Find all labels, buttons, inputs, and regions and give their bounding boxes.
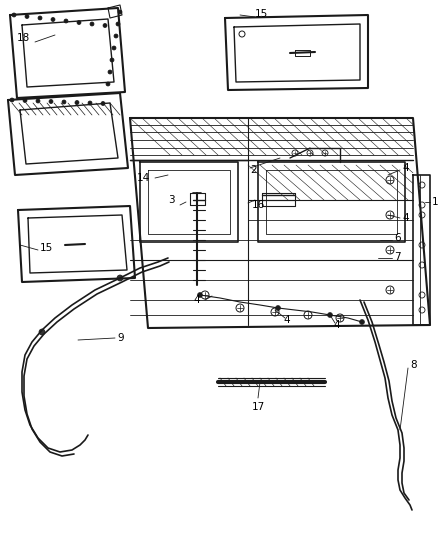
Circle shape	[110, 58, 114, 62]
Text: 1: 1	[432, 197, 438, 207]
Text: 7: 7	[394, 252, 401, 262]
Circle shape	[108, 70, 112, 74]
Text: 18: 18	[17, 33, 30, 43]
Circle shape	[106, 82, 110, 86]
Text: 15: 15	[255, 9, 268, 19]
Text: 15: 15	[40, 243, 53, 253]
Circle shape	[51, 18, 55, 21]
Circle shape	[117, 275, 123, 281]
Text: 4: 4	[402, 163, 409, 173]
Circle shape	[75, 101, 79, 104]
Circle shape	[114, 34, 118, 38]
Text: 14: 14	[137, 173, 150, 183]
Circle shape	[101, 101, 105, 106]
Circle shape	[49, 100, 53, 103]
Circle shape	[276, 305, 280, 311]
Circle shape	[118, 10, 122, 14]
Circle shape	[328, 312, 332, 318]
Circle shape	[39, 329, 45, 335]
Text: 2: 2	[250, 165, 257, 175]
Circle shape	[62, 100, 66, 104]
Text: 4: 4	[193, 295, 200, 305]
Circle shape	[103, 23, 107, 28]
Text: 4: 4	[402, 213, 409, 223]
Text: 6: 6	[394, 233, 401, 243]
Circle shape	[38, 16, 42, 20]
Circle shape	[10, 98, 14, 102]
Text: 4: 4	[283, 315, 290, 325]
Text: 9: 9	[117, 333, 124, 343]
Circle shape	[23, 99, 27, 102]
Circle shape	[90, 22, 94, 26]
Circle shape	[64, 19, 68, 23]
Circle shape	[198, 293, 202, 297]
Circle shape	[12, 13, 16, 17]
Text: 16: 16	[252, 200, 265, 210]
Circle shape	[112, 46, 116, 50]
Text: 4: 4	[333, 320, 339, 330]
Text: 17: 17	[251, 402, 265, 412]
Circle shape	[360, 319, 364, 325]
Text: 8: 8	[410, 360, 417, 370]
Text: 3: 3	[168, 195, 175, 205]
Circle shape	[116, 22, 120, 26]
Circle shape	[36, 99, 40, 103]
Circle shape	[25, 14, 29, 19]
Circle shape	[77, 20, 81, 25]
Circle shape	[88, 101, 92, 105]
